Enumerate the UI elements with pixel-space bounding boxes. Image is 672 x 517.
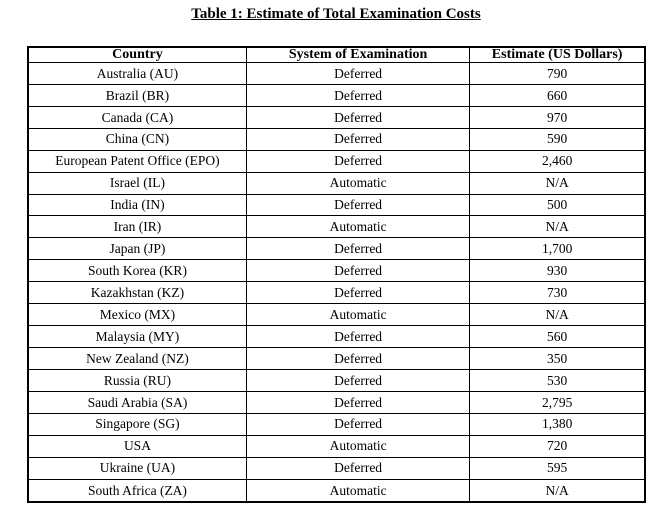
cell-estimate: 660 (469, 83, 646, 107)
cell-country: USA (27, 434, 247, 458)
cell-country: Ukraine (UA) (27, 456, 247, 480)
cell-country: South Africa (ZA) (27, 478, 247, 503)
cell-country: Brazil (BR) (27, 83, 247, 107)
cell-country: Iran (IR) (27, 215, 247, 239)
cell-system: Automatic (245, 434, 471, 458)
table-row: Mexico (MX) Automatic N/A (27, 303, 646, 327)
cell-system: Deferred (245, 346, 471, 370)
column-header: Estimate (US Dollars) (469, 46, 646, 63)
cell-country: India (IN) (27, 193, 247, 217)
cell-estimate: 530 (469, 368, 646, 392)
cell-country: South Korea (KR) (27, 259, 247, 283)
cell-estimate: 2,795 (469, 390, 646, 414)
table-row: Kazakhstan (KZ) Deferred 730 (27, 281, 646, 305)
cell-system: Deferred (245, 149, 471, 173)
cell-system: Deferred (245, 456, 471, 480)
cell-system: Automatic (245, 171, 471, 195)
table-row: Australia (AU) Deferred 790 (27, 62, 646, 85)
cell-estimate: 1,380 (469, 412, 646, 436)
cell-system: Deferred (245, 412, 471, 436)
table-row: Russia (RU) Deferred 530 (27, 368, 646, 392)
cell-system: Deferred (245, 390, 471, 414)
column-header: System of Examination (245, 46, 471, 63)
cell-system: Deferred (245, 281, 471, 305)
table-row: South Korea (KR) Deferred 930 (27, 259, 646, 283)
table-row: European Patent Office (EPO) Deferred 2,46… (27, 149, 646, 173)
cell-country: Mexico (MX) (27, 303, 247, 327)
cell-estimate: 720 (469, 434, 646, 458)
cell-system: Deferred (245, 105, 471, 129)
cell-country: Japan (JP) (27, 237, 247, 261)
table-header-row: Country System of Examination Estimate (US… (27, 46, 646, 63)
cell-estimate: N/A (469, 171, 646, 195)
cell-system: Deferred (245, 237, 471, 261)
cell-estimate: N/A (469, 303, 646, 327)
cell-country: Russia (RU) (27, 368, 247, 392)
table-row: Saudi Arabia (SA) Deferred 2,795 (27, 390, 646, 414)
cell-system: Deferred (245, 62, 471, 85)
table-row: Singapore (SG) Deferred 1,380 (27, 412, 646, 436)
table-row: Malaysia (MY) Deferred 560 (27, 325, 646, 348)
cell-estimate: 790 (469, 62, 646, 85)
cell-country: Kazakhstan (KZ) (27, 281, 247, 305)
cell-country: New Zealand (NZ) (27, 346, 247, 370)
cell-system: Deferred (245, 325, 471, 348)
cell-country: Malaysia (MY) (27, 325, 247, 348)
cell-estimate: 560 (469, 325, 646, 348)
table-row: Japan (JP) Deferred 1,700 (27, 237, 646, 261)
cell-estimate: 730 (469, 281, 646, 305)
table-row: New Zealand (NZ) Deferred 350 (27, 346, 646, 370)
cell-estimate: 590 (469, 127, 646, 151)
cell-system: Automatic (245, 303, 471, 327)
cell-system: Deferred (245, 368, 471, 392)
table-row: China (CN) Deferred 590 (27, 127, 646, 151)
cell-country: Singapore (SG) (27, 412, 247, 436)
table-row: Iran (IR) Automatic N/A (27, 215, 646, 239)
cell-estimate: 2,460 (469, 149, 646, 173)
cell-system: Automatic (245, 215, 471, 239)
cell-country: China (CN) (27, 127, 247, 151)
table-row: South Africa (ZA) Automatic N/A (27, 478, 646, 503)
table-row: Brazil (BR) Deferred 660 (27, 83, 646, 107)
cell-country: European Patent Office (EPO) (27, 149, 247, 173)
cell-country: Israel (IL) (27, 171, 247, 195)
table-row: Canada (CA) Deferred 970 (27, 105, 646, 129)
table-body: Australia (AU) Deferred 790 Brazil (BR) Defe… (27, 62, 646, 503)
table-row: USA Automatic 720 (27, 434, 646, 458)
cell-estimate: 1,700 (469, 237, 646, 261)
cell-system: Deferred (245, 127, 471, 151)
cell-system: Deferred (245, 83, 471, 107)
cell-estimate: N/A (469, 215, 646, 239)
table-row: India (IN) Deferred 500 (27, 193, 646, 217)
cell-estimate: 595 (469, 456, 646, 480)
cell-estimate: 350 (469, 346, 646, 370)
cell-estimate: 970 (469, 105, 646, 129)
table-caption: Table 1: Estimate of Total Examination C… (191, 6, 481, 22)
cell-system: Deferred (245, 259, 471, 283)
cell-estimate: 500 (469, 193, 646, 217)
cell-country: Canada (CA) (27, 105, 247, 129)
table-row: Israel (IL) Automatic N/A (27, 171, 646, 195)
cell-system: Automatic (245, 478, 471, 503)
cell-system: Deferred (245, 193, 471, 217)
cell-estimate: 930 (469, 259, 646, 283)
cell-country: Saudi Arabia (SA) (27, 390, 247, 414)
cell-estimate: N/A (469, 478, 646, 503)
cell-country: Australia (AU) (27, 62, 247, 85)
table-row: Ukraine (UA) Deferred 595 (27, 456, 646, 480)
examination-costs-table: Country System of Examination Estimate (US… (27, 46, 646, 503)
column-header: Country (27, 46, 247, 63)
